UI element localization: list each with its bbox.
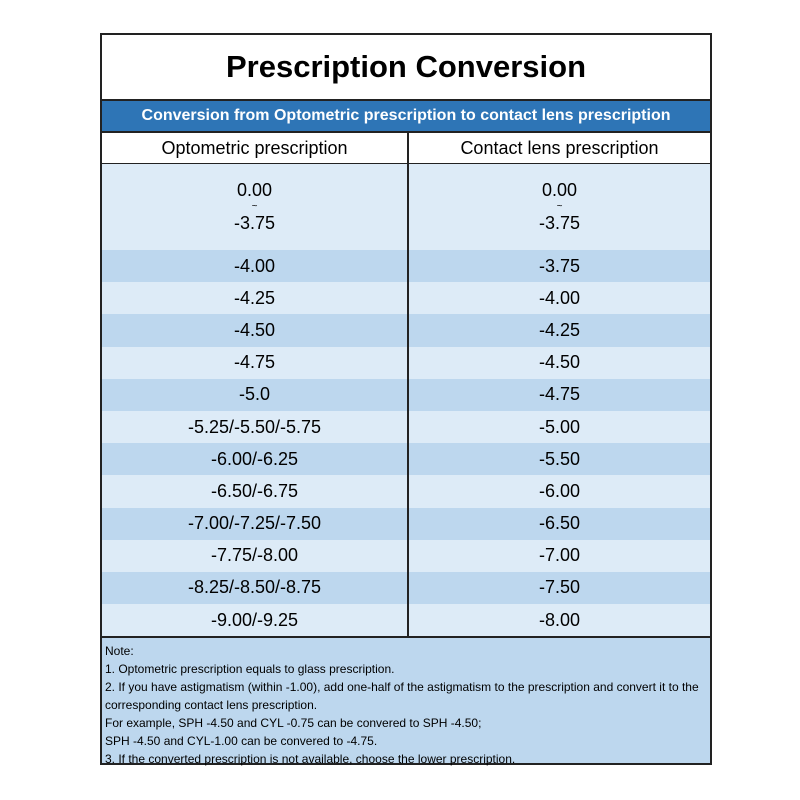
cell-contact-lens: -4.25 <box>538 319 581 340</box>
note-line: 2. If you have astigmatism (within -1.00… <box>105 680 699 713</box>
table-row: -4.75 -4.50 <box>102 346 710 379</box>
table-row: -8.25/-8.50/-8.75 -7.50 <box>102 571 710 605</box>
table-row: 0.00 ~ -3.75 0.00 ~ -3.75 <box>102 164 710 250</box>
table-row: -5.0 -4.75 <box>102 378 710 411</box>
cell-contact-lens: -6.50 <box>538 513 581 534</box>
column-header-optometric: Optometric prescription <box>102 133 409 163</box>
note-line: SPH -4.50 and CYL-1.00 can be convered t… <box>105 734 378 749</box>
cell-optometric: -6.50/-6.75 <box>102 475 409 508</box>
cell-contact-lens: -3.75 <box>538 255 581 276</box>
table-header: Optometric prescription Contact lens pre… <box>102 133 710 164</box>
cell-optometric: -6.00/-6.25 <box>102 443 409 476</box>
cell-contact-lens: -4.00 <box>538 287 581 308</box>
range-to: -3.75 <box>233 213 276 234</box>
page-title: Prescription Conversion <box>102 35 710 101</box>
cell-optometric: -7.75/-8.00 <box>102 539 409 572</box>
range-to: -3.75 <box>538 213 581 234</box>
cell-optometric: -8.25/-8.50/-8.75 <box>102 571 409 605</box>
cell-contact-lens: -4.75 <box>538 384 581 405</box>
cell-optometric: -7.00/-7.25/-7.50 <box>102 507 409 540</box>
cell-contact-lens: 0.00 ~ -3.75 <box>409 164 710 250</box>
table-subtitle: Conversion from Optometric prescription … <box>102 101 710 133</box>
cell-optometric: -4.75 <box>102 346 409 379</box>
cell-optometric: 0.00 ~ -3.75 <box>102 164 409 250</box>
range-from: 0.00 <box>541 179 578 200</box>
range-separator: ~ <box>251 200 258 212</box>
table-row: -6.00/-6.25 -5.50 <box>102 443 710 476</box>
cell-optometric: -4.25 <box>102 282 409 315</box>
cell-contact-lens: -7.50 <box>538 577 581 598</box>
range-from: 0.00 <box>236 179 273 200</box>
table-row: -5.25/-5.50/-5.75 -5.00 <box>102 410 710 444</box>
conversion-table: Prescription Conversion Conversion from … <box>100 33 712 766</box>
cell-contact-lens: -5.50 <box>538 448 581 469</box>
table-row: -7.00/-7.25/-7.50 -6.50 <box>102 507 710 540</box>
note-line: For example, SPH -4.50 and CYL -0.75 can… <box>105 716 482 731</box>
note-line: Note: <box>105 644 134 659</box>
cell-contact-lens: -7.00 <box>538 545 581 566</box>
table-row: -4.00 -3.75 <box>102 250 710 283</box>
table-row: -6.50/-6.75 -6.00 <box>102 475 710 508</box>
cell-optometric: -4.50 <box>102 314 409 347</box>
cell-contact-lens: -8.00 <box>538 609 581 630</box>
note-line: 3. If the converted prescription is not … <box>105 752 516 767</box>
column-header-contact-lens: Contact lens prescription <box>460 137 659 158</box>
cell-contact-lens: -4.50 <box>538 352 581 373</box>
note-line: 1. Optometric prescription equals to gla… <box>105 662 395 677</box>
table-row: -4.50 -4.25 <box>102 314 710 347</box>
cell-optometric: -9.00/-9.25 <box>102 604 409 637</box>
table-row: -9.00/-9.25 -8.00 <box>102 604 710 637</box>
cell-contact-lens: -5.00 <box>538 416 581 437</box>
cell-optometric: -5.0 <box>102 378 409 411</box>
range-separator: ~ <box>556 200 563 212</box>
cell-optometric: -4.00 <box>102 250 409 283</box>
table-row: -7.75/-8.00 -7.00 <box>102 539 710 572</box>
cell-optometric: -5.25/-5.50/-5.75 <box>102 410 409 444</box>
table-row: -4.25 -4.00 <box>102 282 710 315</box>
cell-contact-lens: -6.00 <box>538 480 581 501</box>
notes-section: Note: 1. Optometric prescription equals t… <box>102 636 710 766</box>
